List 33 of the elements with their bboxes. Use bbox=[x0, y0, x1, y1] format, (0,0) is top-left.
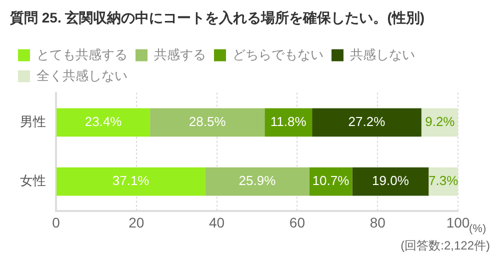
bar bbox=[312, 108, 422, 137]
legend-label: とても共感する bbox=[36, 46, 128, 62]
x-tick-label: 40 bbox=[209, 214, 225, 230]
x-tick-label: 100 bbox=[446, 214, 470, 230]
bar bbox=[205, 167, 310, 196]
data-label: 23.4% bbox=[84, 114, 122, 129]
data-label: 10.7% bbox=[312, 173, 350, 188]
x-tick-label: 80 bbox=[370, 214, 386, 230]
legend-label: 共感しない bbox=[350, 46, 415, 62]
bar bbox=[264, 108, 312, 137]
data-label: 9.2% bbox=[425, 114, 456, 129]
bar bbox=[352, 167, 429, 196]
data-label: 11.8% bbox=[270, 114, 307, 129]
x-tick-label: 0 bbox=[52, 214, 60, 230]
data-label: 37.1% bbox=[112, 173, 150, 188]
legend-label: 共感する bbox=[154, 46, 206, 62]
text: (回答数:2,122件) bbox=[400, 238, 490, 253]
data-label: 28.5% bbox=[188, 114, 226, 129]
chart-title: 質問 25. 玄関収納の中にコートを入れる場所を確保したい。(性別) bbox=[9, 9, 425, 26]
y-tick-label: 女性 bbox=[20, 173, 46, 188]
y-tick-label: 男性 bbox=[20, 114, 46, 129]
data-label: 7.3% bbox=[428, 173, 459, 188]
bar bbox=[56, 167, 206, 196]
data-label: 27.2% bbox=[348, 114, 386, 129]
data-label: 19.0% bbox=[372, 173, 410, 188]
bar bbox=[150, 108, 265, 137]
x-tick-label: 20 bbox=[128, 214, 144, 230]
bar bbox=[56, 108, 150, 137]
x-tick-label: 60 bbox=[289, 214, 306, 230]
data-label: 25.9% bbox=[238, 173, 276, 188]
legend-label: 全く共感しない bbox=[36, 68, 128, 83]
legend-label: どちらでもない bbox=[232, 46, 324, 62]
x-axis-title: (%) bbox=[469, 223, 486, 236]
